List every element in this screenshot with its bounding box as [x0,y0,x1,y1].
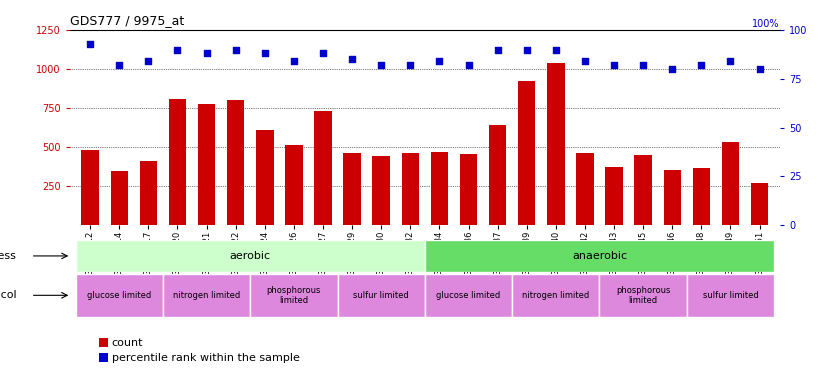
Point [112,62,126,68]
Bar [576,153,594,225]
Point [578,58,591,64]
Bar [111,171,128,225]
Text: growth protocol: growth protocol [0,290,16,300]
Text: sulfur limited: sulfur limited [353,291,409,300]
Bar [256,130,273,225]
Bar [512,274,599,317]
Point [84,40,97,46]
Bar [140,161,157,225]
Bar [460,154,477,225]
Bar [373,156,390,225]
Text: glucose limited: glucose limited [87,291,151,300]
Text: phosphorous
limited: phosphorous limited [616,286,670,305]
Bar [198,104,215,225]
Point [521,46,534,53]
Point [608,62,621,68]
Bar [693,168,710,225]
Bar [76,274,163,317]
Point [346,56,359,62]
Text: nitrogen limited: nitrogen limited [173,291,241,300]
Bar [599,274,687,317]
Text: nitrogen limited: nitrogen limited [522,291,589,300]
Point [142,58,155,64]
Text: stress: stress [0,251,16,261]
Point [171,46,184,53]
Text: 100%: 100% [753,19,780,29]
Point [724,58,737,64]
Bar [285,146,303,225]
Bar [425,274,512,317]
Bar [605,167,623,225]
Text: aerobic: aerobic [230,251,271,261]
Text: GDS777 / 9975_at: GDS777 / 9975_at [70,15,184,27]
Bar [401,153,419,225]
Point [433,58,446,64]
Point [316,50,329,56]
Point [695,62,708,68]
Point [549,46,562,53]
Text: sulfur limited: sulfur limited [703,291,759,300]
Bar [547,63,565,225]
Bar [425,240,774,272]
Bar [250,274,337,317]
Bar [343,153,361,225]
Point [462,62,475,68]
Point [753,66,766,72]
Bar [81,150,99,225]
Bar [76,240,425,272]
Bar [488,125,507,225]
Bar [635,155,652,225]
Point [287,58,300,64]
Point [229,46,242,53]
Bar [169,99,186,225]
Text: percentile rank within the sample: percentile rank within the sample [112,353,300,363]
Text: count: count [112,338,143,348]
Text: anaerobic: anaerobic [572,251,627,261]
Bar [227,100,245,225]
Text: phosphorous
limited: phosphorous limited [267,286,321,305]
Bar [163,274,250,317]
Text: glucose limited: glucose limited [437,291,501,300]
Point [491,46,504,53]
Bar [722,142,739,225]
Bar [431,152,448,225]
Point [404,62,417,68]
Point [259,50,272,56]
Point [666,66,679,72]
Bar [687,274,774,317]
Bar [751,183,768,225]
Point [200,50,213,56]
Bar [663,170,681,225]
Bar [518,81,535,225]
Bar [314,111,332,225]
Point [374,62,388,68]
Bar [337,274,425,317]
Point [636,62,649,68]
